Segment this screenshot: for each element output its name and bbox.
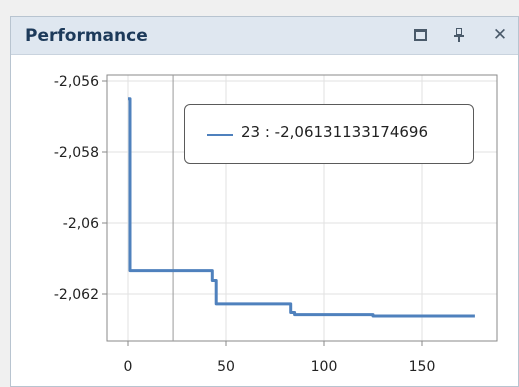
close-button[interactable]: ✕: [489, 24, 511, 46]
plot-area: [106, 74, 498, 342]
y-tick-label: -2,062: [54, 287, 99, 303]
y-axis: -2,056 -2,058 -2,06 -2,062: [54, 74, 107, 303]
restore-button[interactable]: [409, 24, 431, 46]
panel-titlebar: Performance ✕: [11, 17, 518, 55]
panel-title: Performance: [25, 26, 148, 46]
series-group: [128, 97, 475, 318]
legend-swatch: [207, 134, 233, 136]
restore-icon: [413, 29, 427, 41]
y-tick-label: -2,06: [63, 216, 99, 232]
x-axis: 0 50 100 150: [124, 341, 436, 375]
x-tick-label: 0: [124, 359, 133, 375]
pin-icon: [454, 28, 464, 42]
x-tick-label: 100: [311, 359, 338, 375]
series-line: [128, 97, 475, 318]
y-tick-label: -2,056: [54, 74, 99, 90]
legend: 23 : -2,06131133174696: [184, 104, 474, 164]
performance-panel: Performance ✕: [10, 16, 519, 387]
legend-label: 23 : -2,06131133174696: [241, 123, 429, 141]
x-tick-label: 50: [217, 359, 235, 375]
y-tick-label: -2,058: [54, 145, 99, 161]
close-icon: ✕: [492, 24, 508, 45]
x-tick-label: 150: [409, 359, 436, 375]
pin-button[interactable]: [448, 24, 470, 46]
